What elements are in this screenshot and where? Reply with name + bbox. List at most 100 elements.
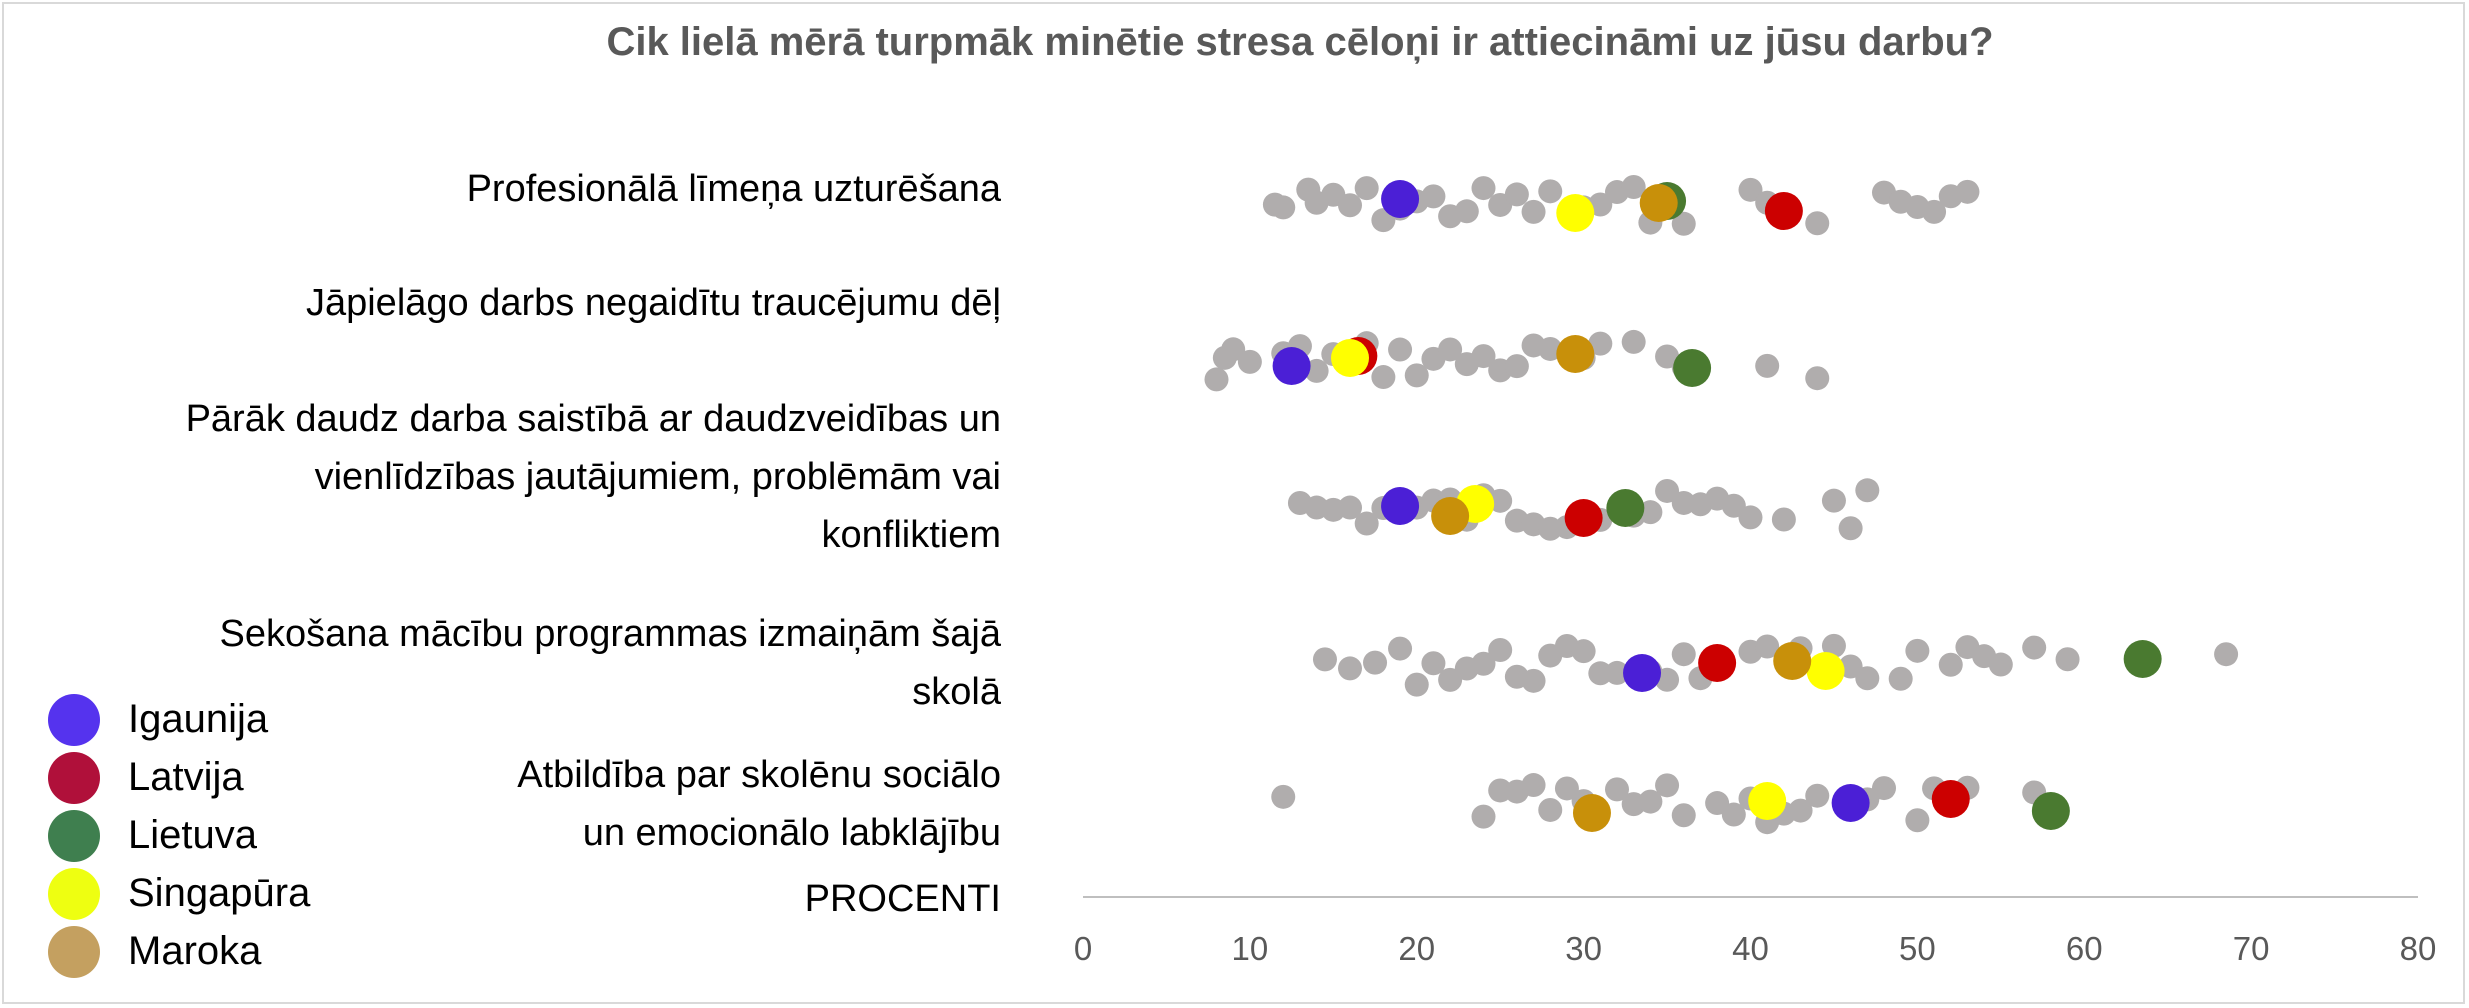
other-country-point [1454,199,1479,224]
other-country-point [1363,650,1388,675]
category-label-line: Atbildība par skolēnu sociālo [517,754,1001,796]
other-country-point [1588,192,1613,217]
other-country-point [1588,331,1613,356]
x-tick-label: 70 [2233,930,2270,967]
other-country-point [1438,337,1463,362]
other-country-point [1671,211,1696,236]
point-maroka [1639,184,1678,222]
other-country-point [1655,667,1680,692]
point-igaunija [1381,487,1420,525]
other-country-point [1538,797,1563,822]
category-label-line: konfliktiem [821,514,1002,556]
point-igaunija [1381,180,1420,218]
category-label: Profesionālā līmeņa uzturēšana [467,160,1001,218]
other-country-point [1338,495,1362,520]
legend-label: Maroka [128,929,262,973]
other-country-point [1805,211,1830,236]
category-label: Jāpielāgo darbs negaidītu traucējumu dēļ [306,274,1001,332]
point-singapra [1806,652,1845,690]
other-country-point [1271,784,1296,809]
other-country-point [1538,179,1563,204]
other-country-point [1304,358,1329,383]
other-country-point [1955,179,1980,204]
legend-marker [48,694,100,746]
point-latvija [1698,644,1737,682]
other-country-point [1838,654,1863,679]
x-tick-label: 30 [1565,930,1602,967]
category-label-line: Pārāk daudz darba saistībā ar daudzveidī… [185,398,1001,440]
legend-marker [48,752,100,804]
point-latvija [1564,499,1603,537]
point-igaunija [1623,654,1662,692]
point-lietuva [1606,489,1645,527]
x-tick-label: 80 [2400,930,2437,967]
other-country-point [1237,349,1262,374]
other-country-point [1521,199,1546,224]
point-latvija [1764,192,1803,230]
point-maroka [1431,497,1470,535]
other-country-point [1371,365,1396,390]
category-label-line: vienlīdzības jautājumiem, problēmām vai [314,456,1001,498]
other-country-point [1821,488,1846,513]
other-country-point [1922,199,1947,224]
other-country-point [1721,802,1746,827]
other-country-point [1404,363,1429,388]
other-country-point [2022,635,2047,660]
x-tick-label: 40 [1732,930,1769,967]
other-country-point [1771,507,1796,532]
other-country-point [1388,337,1413,362]
other-country-point [1588,661,1613,686]
legend-marker [48,926,100,978]
point-lietuva [2123,640,2162,678]
other-country-point [1638,500,1663,525]
other-country-point [1738,505,1763,530]
category-label: Sekošana mācību programmas izmaiņām šajā… [220,605,1001,721]
category-label-line: Profesionālā līmeņa uzturēšana [466,168,1001,210]
other-country-point [2214,642,2239,667]
other-country-point [1621,329,1646,354]
other-country-point [1671,642,1696,667]
point-maroka [1773,642,1812,680]
other-country-point [1821,633,1846,658]
other-country-point [1855,478,1880,503]
other-country-point [1304,190,1329,215]
legend-label: Latvija [128,755,244,799]
category-label-line: un emocionālo labklājību [582,812,1001,854]
other-country-point [1605,777,1629,802]
x-axis-title-text: PROCENTI [804,878,1001,920]
other-country-point [1855,666,1880,691]
other-country-point [1988,652,2013,677]
other-country-point [1471,804,1496,829]
other-country-point [1504,354,1529,379]
other-country-point [1755,353,1780,378]
other-country-point [1905,808,1930,833]
other-country-point [1805,783,1830,808]
category-label: Atbildība par skolēnu sociālo un emocionā… [517,746,1001,862]
other-country-point [1521,773,1546,798]
x-tick-label: 0 [1074,930,1092,967]
other-country-point [1271,195,1296,220]
other-country-point [1471,651,1496,676]
legend-label: Singapūra [128,871,311,915]
point-singapra [1556,194,1595,232]
point-lietuva [1673,349,1712,387]
other-country-point [1905,638,1930,663]
legend-label: Igaunija [128,697,269,741]
other-country-point [1338,656,1362,681]
point-maroka [1556,335,1595,373]
other-country-point [1621,175,1646,200]
point-singapra [1748,782,1787,820]
point-igaunija [1831,784,1870,822]
other-country-point [1421,651,1446,676]
point-lietuva [2031,792,2070,830]
point-latvija [1931,780,1970,818]
other-country-point [1872,776,1896,801]
other-country-point [1705,791,1730,816]
other-country-point [1805,366,1830,391]
category-label-line: Sekošana mācību programmas izmaiņām šajā [219,613,1001,655]
x-tick-label: 50 [1899,930,1936,967]
other-country-point [1788,798,1813,823]
other-country-point [1538,336,1563,361]
other-country-point [1354,511,1379,536]
